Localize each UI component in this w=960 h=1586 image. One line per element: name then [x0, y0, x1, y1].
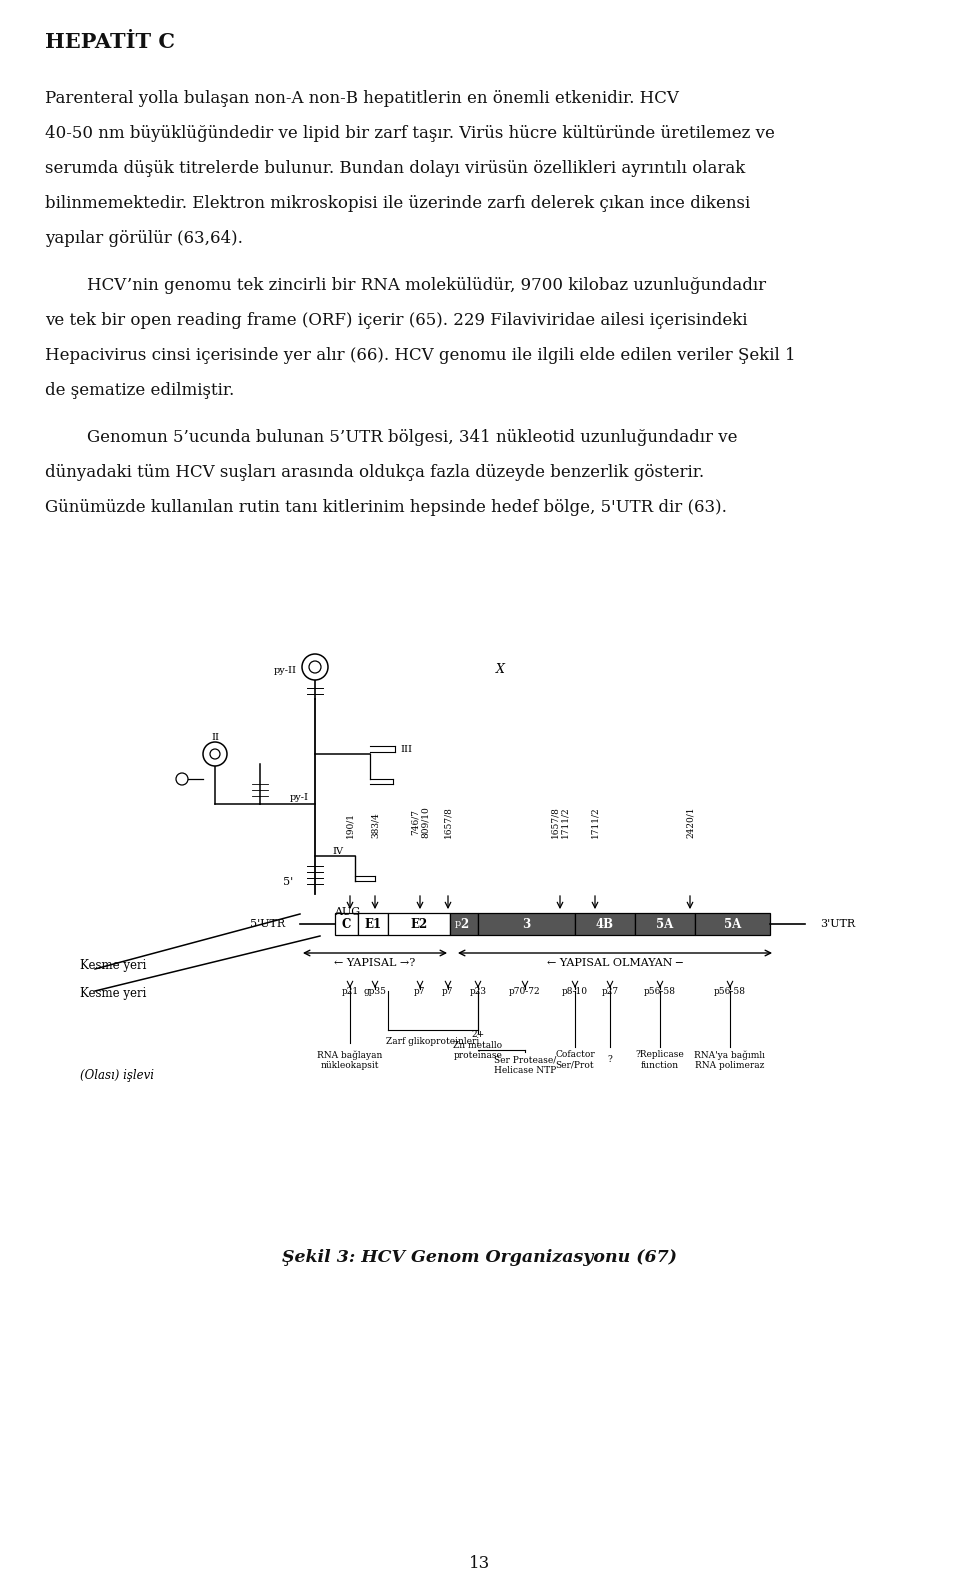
Text: p56-58: p56-58 [644, 986, 676, 996]
Text: 5A: 5A [724, 917, 741, 931]
Bar [358, 914, 388, 936]
Text: 1711/2: 1711/2 [590, 806, 599, 837]
Text: 5A: 5A [657, 917, 674, 931]
Bar [478, 914, 575, 936]
Bar [575, 914, 635, 936]
Text: yapılar görülür (63,64).: yapılar görülür (63,64). [45, 230, 243, 247]
Text: III: III [400, 744, 412, 753]
Text: Zarf glikoproteinleri: Zarf glikoproteinleri [386, 1037, 480, 1047]
Text: ?Replicase
function: ?Replicase function [636, 1050, 684, 1069]
Text: 190/1: 190/1 [346, 812, 354, 837]
Text: RNA'ya bağımlı
RNA polimeraz: RNA'ya bağımlı RNA polimeraz [694, 1050, 765, 1071]
Text: 2420/1: 2420/1 [685, 807, 694, 837]
Text: ?: ? [608, 1056, 612, 1064]
Text: 3'UTR: 3'UTR [820, 918, 855, 929]
Text: 1657/8
1711/2: 1657/8 1711/2 [550, 806, 569, 837]
Text: p21: p21 [342, 986, 359, 996]
Text: Şekil 3: HCV Genom Organizasyonu (67): Şekil 3: HCV Genom Organizasyonu (67) [282, 1250, 678, 1266]
Circle shape [309, 661, 321, 672]
Text: HCV’nin genomu tek zincirli bir RNA molekülüdür, 9700 kilobaz uzunluğundadır: HCV’nin genomu tek zincirli bir RNA mole… [45, 278, 766, 293]
Text: p56-58: p56-58 [714, 986, 746, 996]
Text: (Olası) işlevi: (Olası) işlevi [80, 1069, 154, 1082]
Text: II: II [211, 733, 219, 742]
Text: ve tek bir open reading frame (ORF) içerir (65). 229 Filaviviridae ailesi içeris: ve tek bir open reading frame (ORF) içer… [45, 312, 748, 328]
Circle shape [176, 772, 188, 785]
Text: 2+
Zn metallo
proteinase: 2+ Zn metallo proteinase [453, 1029, 503, 1059]
Text: Parenteral yolla bulaşan non-A non-B hepatitlerin en önemli etkenidir. HCV: Parenteral yolla bulaşan non-A non-B hep… [45, 90, 679, 106]
Bar [635, 914, 695, 936]
Text: 746/7
809/10: 746/7 809/10 [410, 806, 430, 837]
Text: 5': 5' [283, 877, 293, 887]
Text: C: C [342, 917, 351, 931]
Text: 1657/8: 1657/8 [444, 806, 452, 837]
Text: RNA bağlayan
nükleokapsit: RNA bağlayan nükleokapsit [318, 1050, 383, 1071]
Text: 3: 3 [522, 917, 531, 931]
Text: X: X [495, 663, 504, 676]
Circle shape [203, 742, 227, 766]
Text: serumda düşük titrelerde bulunur. Bundan dolayı virüsün özellikleri ayrıntılı ol: serumda düşük titrelerde bulunur. Bundan… [45, 160, 745, 178]
Text: p27: p27 [601, 986, 618, 996]
Text: p7: p7 [415, 986, 425, 996]
Bar [450, 914, 478, 936]
Text: 40-50 nm büyüklüğündedir ve lipid bir zarf taşır. Virüs hücre kültüründe üretile: 40-50 nm büyüklüğündedir ve lipid bir za… [45, 125, 775, 143]
Text: Kesme yeri: Kesme yeri [80, 986, 146, 999]
Circle shape [210, 749, 220, 760]
Text: de şematize edilmiştir.: de şematize edilmiştir. [45, 382, 234, 400]
Text: p70-72: p70-72 [509, 986, 540, 996]
Bar [695, 914, 770, 936]
Bar [388, 914, 450, 936]
Text: Genomun 5’ucunda bulunan 5’UTR bölgesi, 341 nükleotid uzunluğundadır ve: Genomun 5’ucunda bulunan 5’UTR bölgesi, … [45, 428, 737, 446]
Text: E1: E1 [365, 917, 381, 931]
Text: ← YAPISAL →?: ← YAPISAL →? [334, 958, 416, 967]
Circle shape [302, 653, 328, 680]
Text: E2: E2 [410, 917, 427, 931]
Text: py-II: py-II [274, 666, 297, 674]
Text: AUG: AUG [334, 907, 360, 917]
Text: Günümüzde kullanılan rutin tanı kitlerinim hepsinde hedef bölge, 5'UTR dir (63).: Günümüzde kullanılan rutin tanı kitlerin… [45, 500, 727, 515]
Text: dünyadaki tüm HCV suşları arasında oldukça fazla düzeyde benzerlik gösterir.: dünyadaki tüm HCV suşları arasında olduk… [45, 465, 704, 481]
Text: 4B: 4B [596, 917, 614, 931]
Text: 5'UTR: 5'UTR [250, 918, 285, 929]
Text: ← YAPISAL OLMAYAN ─: ← YAPISAL OLMAYAN ─ [547, 958, 683, 967]
Text: gp35: gp35 [364, 986, 387, 996]
Text: p8-10: p8-10 [562, 986, 588, 996]
Text: IV: IV [332, 847, 343, 855]
Text: HEPATİT C: HEPATİT C [45, 32, 175, 52]
Bar [335, 914, 358, 936]
Text: 2: 2 [460, 917, 468, 931]
Text: py-I: py-I [290, 793, 309, 801]
Text: Ser Protease/
Helicase NTP: Ser Protease/ Helicase NTP [493, 1055, 556, 1075]
Text: 13: 13 [469, 1554, 491, 1572]
Text: p: p [455, 920, 461, 928]
Text: Cofactor
Ser/Prot: Cofactor Ser/Prot [555, 1050, 595, 1069]
Text: p23: p23 [469, 986, 487, 996]
Text: p7: p7 [443, 986, 454, 996]
Text: Kesme yeri: Kesme yeri [80, 960, 146, 972]
Text: bilinmemektedir. Elektron mikroskopisi ile üzerinde zarfı delerek çıkan ince dik: bilinmemektedir. Elektron mikroskopisi i… [45, 195, 751, 213]
Text: Hepacivirus cinsi içerisinde yer alır (66). HCV genomu ile ilgili elde edilen ve: Hepacivirus cinsi içerisinde yer alır (6… [45, 347, 796, 365]
Text: 383/4: 383/4 [371, 812, 379, 837]
